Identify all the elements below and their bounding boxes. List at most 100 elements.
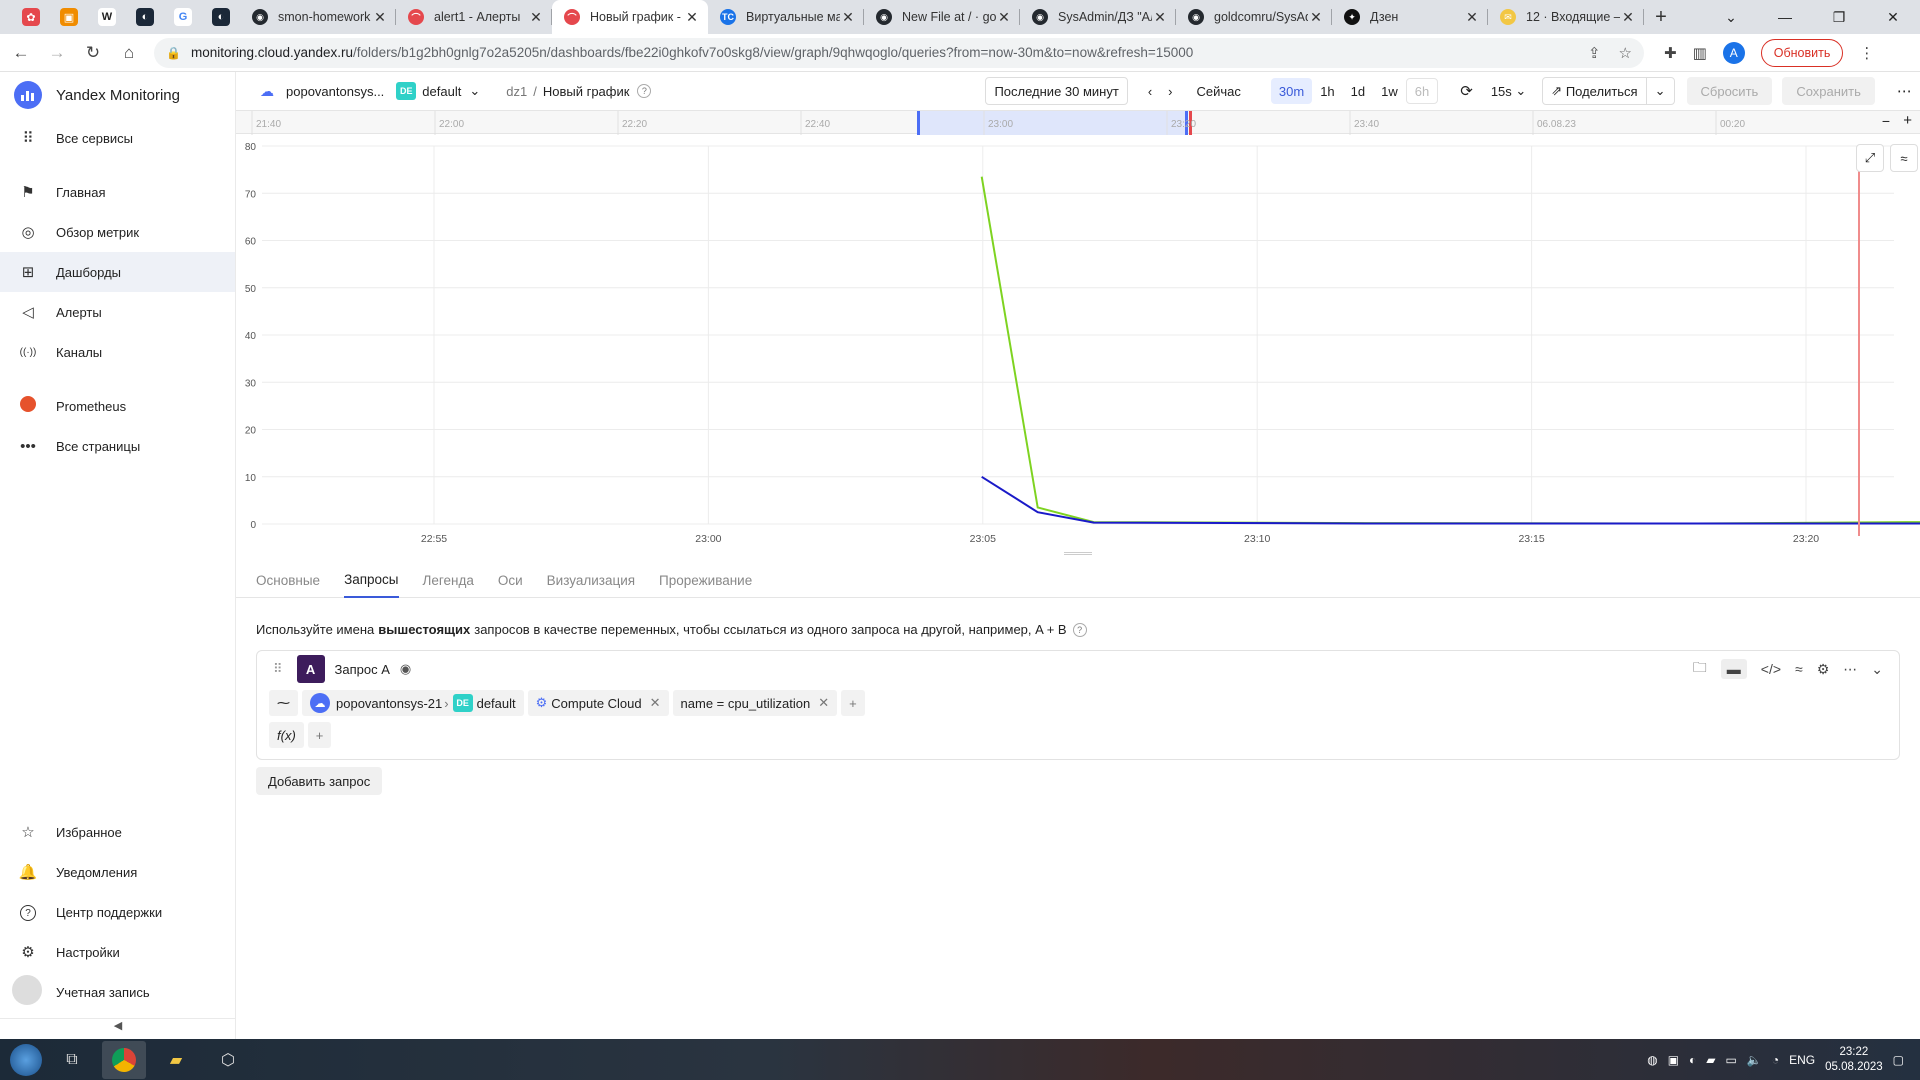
close-tab-icon[interactable]: ✕	[1466, 8, 1478, 25]
sidebar-item-star[interactable]: ☆ Избранное	[0, 812, 236, 852]
pinned-tab[interactable]: G	[164, 0, 202, 34]
address-bar[interactable]: 🔒 monitoring.cloud.yandex.ru/folders/b1g…	[154, 37, 1644, 68]
collapse-sidebar-icon[interactable]: ◀	[0, 1018, 236, 1038]
bookmark-star-icon[interactable]: ☆	[1618, 44, 1632, 62]
sidebar-item-prometheus[interactable]: Prometheus	[0, 386, 235, 426]
folder-name[interactable]: default	[422, 83, 462, 99]
network-icon[interactable]: ◔	[1771, 1052, 1780, 1067]
refresh-interval-select[interactable]: 15s ⌄	[1490, 83, 1527, 99]
sidebar-item-compass[interactable]: ◎ Обзор метрик	[0, 212, 235, 252]
chevron-down-icon[interactable]: ⌄	[469, 83, 481, 98]
sidebar-item-help[interactable]: ? Центр поддержки	[0, 892, 236, 932]
range-handle[interactable]	[1185, 111, 1188, 135]
brand[interactable]: Yandex Monitoring	[0, 72, 235, 118]
next-range-icon[interactable]: ›	[1168, 83, 1173, 99]
sidebar-item-bell[interactable]: 🔔 Уведомления	[0, 852, 236, 892]
clock[interactable]: 23:22 05.08.2023	[1825, 1045, 1883, 1075]
add-function-button[interactable]: +	[307, 722, 332, 748]
prev-range-icon[interactable]: ‹	[1147, 83, 1153, 99]
pinned-tab[interactable]: ◐	[202, 0, 240, 34]
share-menu-icon[interactable]: ⌄	[1645, 78, 1674, 104]
builder-mode-icon[interactable]: ▬	[1720, 659, 1747, 679]
restore-button[interactable]: ❐	[1832, 8, 1846, 25]
refresh-icon[interactable]: ⟳	[1460, 83, 1473, 100]
zoom-in-icon[interactable]: +	[1903, 112, 1912, 129]
start-button[interactable]	[10, 1043, 42, 1076]
drag-handle-icon[interactable]: ⠿	[273, 661, 283, 676]
browser-tab[interactable]: ◉ goldcomru/SysAd ✕	[1176, 0, 1332, 34]
query-name[interactable]: Запрос A	[334, 661, 390, 677]
browser-tab[interactable]: ⌒ alert1 - Алерты ✕	[396, 0, 552, 34]
pinned-tab[interactable]: W	[88, 0, 126, 34]
extensions-icon[interactable]: ✚	[1664, 44, 1677, 62]
folder-open-icon[interactable]: 🗀	[1692, 659, 1707, 675]
chart-type-icon[interactable]: ≈	[1795, 661, 1803, 677]
eye-icon[interactable]: ◉	[399, 661, 412, 676]
pinned-tab[interactable]: ◐	[126, 0, 164, 34]
close-tab-icon[interactable]: ✕	[998, 8, 1010, 25]
sidebar-item-gear[interactable]: ⚙ Настройки	[0, 932, 236, 972]
range-handle[interactable]	[917, 111, 920, 135]
more-options-icon[interactable]: ⋯	[1843, 660, 1858, 677]
browser-tab[interactable]: ◉ smon-homework ✕	[240, 0, 396, 34]
dashboard-name[interactable]: dz1	[506, 83, 528, 99]
close-tab-icon[interactable]: ✕	[374, 8, 386, 25]
side-panel-icon[interactable]: ▥	[1692, 44, 1707, 62]
share-button[interactable]: ⇗ Поделиться ⌄	[1542, 77, 1675, 105]
back-button[interactable]: ←	[12, 42, 30, 62]
pinned-tab[interactable]: ▣	[50, 0, 88, 34]
code-mode-icon[interactable]: </>	[1760, 661, 1782, 677]
save-button[interactable]: Сохранить	[1782, 77, 1875, 105]
graph-area[interactable]: 0 10 20 30 40 50 60 70 80 22:55 23:00 23:05 23:10 23:…	[236, 134, 1920, 555]
sidebar-item-account[interactable]: Учетная запись	[0, 972, 236, 1012]
tab-5[interactable]: Прореживание	[659, 572, 753, 588]
browser-tab[interactable]: ◉ SysAdmin/ДЗ "Ал ✕	[1020, 0, 1176, 34]
language-indicator[interactable]: ENG	[1789, 1052, 1816, 1067]
app-tray-icon[interactable]: ▣	[1667, 1052, 1680, 1067]
tab-2[interactable]: Легенда	[422, 572, 474, 588]
close-tab-icon[interactable]: ✕	[1310, 8, 1322, 25]
file-explorer-icon[interactable]: ▰	[169, 1051, 183, 1069]
timeline-navigator[interactable]: 21:40 22:00 22:20 22:40 23:00 23:20 23:40 06.08…	[236, 110, 1920, 135]
sidebar-item-megaphone[interactable]: ◁ Алерты	[0, 292, 235, 332]
browser-tab[interactable]: ✦ Дзен ✕	[1332, 0, 1488, 34]
share-page-icon[interactable]: ⇪	[1587, 44, 1601, 62]
close-tab-icon[interactable]: ✕	[1154, 8, 1166, 25]
add-query-button[interactable]: Добавить запрос	[256, 767, 383, 795]
now-button[interactable]: Сейчас	[1196, 83, 1241, 99]
help-icon[interactable]: ?	[1072, 622, 1087, 637]
tab-4[interactable]: Визуализация	[546, 572, 636, 588]
browser-tab[interactable]: ✉ 12 · Входящие — ✕	[1488, 0, 1644, 34]
close-tab-icon[interactable]: ✕	[1622, 8, 1634, 25]
chevron-down-icon[interactable]: ⌄	[1871, 660, 1883, 677]
task-view-icon[interactable]: ⧉	[66, 1050, 78, 1068]
minimize-button[interactable]: —	[1778, 9, 1792, 25]
aggregation-chip[interactable]: ⁓	[269, 690, 298, 716]
chart-type-icon[interactable]: ≈	[1890, 144, 1918, 172]
cloud-chip[interactable]: ☁ popovantonsys-21 › DE default	[302, 690, 524, 716]
preset-1d[interactable]: 1d	[1350, 83, 1366, 99]
service-chip[interactable]: ⚙ Compute Cloud ✕	[527, 690, 669, 716]
sidebar-item-grid[interactable]: ⊞ Дашборды	[0, 252, 235, 292]
series-line-0[interactable]	[980, 176, 1920, 525]
preset-1w[interactable]: 1w	[1381, 83, 1398, 99]
close-tab-icon[interactable]: ✕	[530, 8, 542, 25]
browser-menu-icon[interactable]: ⋮	[1859, 44, 1875, 62]
pinned-tab[interactable]: ✿	[12, 0, 50, 34]
gear-icon[interactable]: ⚙	[1816, 660, 1830, 677]
reset-button[interactable]: Сбросить	[1686, 77, 1773, 105]
time-range-picker[interactable]: Последние 30 минут	[985, 77, 1128, 105]
tab-search-icon[interactable]: ⌄	[1725, 8, 1737, 25]
help-icon[interactable]: ?	[637, 84, 652, 98]
forward-button[interactable]: →	[48, 42, 66, 62]
chrome-icon[interactable]	[102, 1040, 146, 1079]
sidebar-item-all-pages[interactable]: ••• Все страницы	[0, 426, 235, 466]
preset-1h[interactable]: 1h	[1320, 83, 1335, 99]
function-button[interactable]: f(x)	[269, 722, 304, 748]
close-window-button[interactable]: ✕	[1887, 8, 1899, 25]
volume-icon[interactable]: 🔈	[1746, 1052, 1762, 1067]
home-button[interactable]: ⌂	[123, 42, 135, 62]
sidebar-item-broadcast[interactable]: ((·)) Каналы	[0, 332, 235, 372]
selector-chip[interactable]: name = cpu_utilization ✕	[672, 690, 838, 716]
browser-tab[interactable]: ◉ New File at / · go ✕	[864, 0, 1020, 34]
